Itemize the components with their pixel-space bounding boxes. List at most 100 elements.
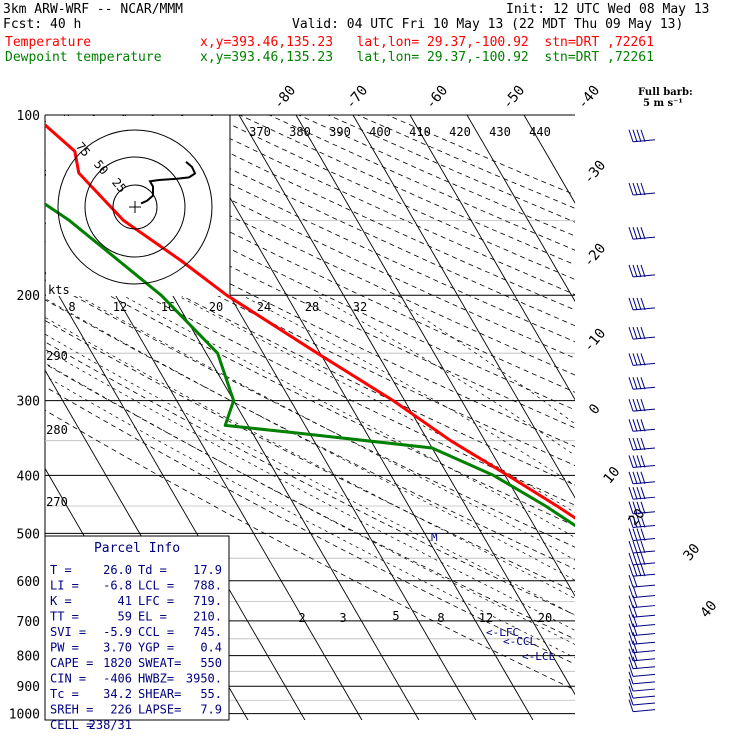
parcel-label: LI = <box>50 579 79 593</box>
theta-label: 420 <box>449 125 471 139</box>
wind-barb <box>628 552 656 566</box>
parcel-label: SVI = <box>50 625 86 639</box>
parcel-info-box <box>44 535 230 721</box>
wind-barb <box>628 501 656 515</box>
parcel-value: 3950. <box>186 672 222 686</box>
mixing-ratio-label: 16 <box>161 300 175 314</box>
wind-barb <box>628 540 656 554</box>
theta-label: 440 <box>529 125 551 139</box>
wind-barb <box>628 471 656 485</box>
isotherm-label: 0 <box>586 401 604 418</box>
parcel-label: SWEAT= <box>138 656 181 670</box>
isotherm-label: -10 <box>581 326 610 356</box>
parcel-info-title: Parcel Info <box>94 541 180 556</box>
hodograph-box <box>46 116 230 296</box>
dewpoint-line <box>45 202 575 528</box>
pressure-tick-600: 600 <box>17 575 40 590</box>
wind-barb <box>628 574 656 588</box>
level-marker: <-CCL <box>503 635 536 648</box>
parcel-value: 17.9 <box>193 563 222 577</box>
wind-barb <box>628 685 656 699</box>
pressure-tick-400: 400 <box>17 469 40 484</box>
wind-barb <box>628 353 656 366</box>
wind-barb <box>628 671 656 685</box>
parcel-label: CIN = <box>50 672 86 686</box>
mixing-ratio-label: 24 <box>257 300 271 314</box>
wind-barb <box>628 528 656 542</box>
parcel-value: 0.4 <box>200 641 222 655</box>
mixing-ratio-label: 8 <box>437 611 444 625</box>
wind-barb <box>628 640 656 654</box>
isotherm-label: -30 <box>581 158 610 188</box>
parcel-label: LFC = <box>138 594 174 608</box>
pressure-tick-300: 300 <box>17 395 40 410</box>
wind-barb <box>628 692 656 706</box>
parcel-value: 34.2 <box>103 687 132 701</box>
parcel-label: YGP = <box>138 641 174 655</box>
parcel-value: 719. <box>193 594 222 608</box>
parcel-value: 55. <box>200 687 222 701</box>
wind-barb <box>628 377 656 390</box>
wind-barb <box>628 648 656 662</box>
mixing-ratio-label: 32 <box>353 300 367 314</box>
temperature-location: x,y=393.46,135.23 lat,lon= 29.37,-100.92… <box>200 35 654 50</box>
wind-barb <box>628 656 656 670</box>
isotherm-label: 20 <box>625 506 648 529</box>
parcel-label: LAPSE= <box>138 703 181 717</box>
hodograph-ring <box>112 184 158 230</box>
mixing-ratio-label: 20 <box>538 611 552 625</box>
wind-barb <box>628 419 656 432</box>
dry-adiabats <box>45 115 575 691</box>
parcel-label: Tc = <box>50 687 79 701</box>
parcel-value: 788. <box>193 579 222 593</box>
mixing-ratio-lines <box>595 581 740 726</box>
hodograph-units-label: kts <box>48 283 70 297</box>
isotherm-label: 10 <box>600 464 623 487</box>
wind-barb <box>628 297 656 311</box>
pressure-tick-800: 800 <box>17 650 40 665</box>
barb-legend-units: 5 m s⁻¹ <box>643 98 683 109</box>
parcel-label: PW = <box>50 641 79 655</box>
parcel-value: -406 <box>103 672 132 686</box>
marker-m: M <box>431 531 438 544</box>
wind-barb <box>628 455 656 468</box>
isotherm-label: -70 <box>343 83 372 113</box>
parcel-value: 226 <box>110 703 132 717</box>
isotherm-label: -50 <box>500 83 529 113</box>
moist-adiabats <box>45 294 575 659</box>
parcel-label: SREH = <box>50 703 93 717</box>
model-title: 3km ARW-WRF -- NCAR/MMM <box>3 2 184 17</box>
theta-label: 370 <box>249 125 271 139</box>
parcel-label: CELL = <box>50 718 93 732</box>
isotherm-label: 40 <box>697 598 720 621</box>
wind-barb <box>628 227 656 240</box>
dewpoint-legend-label: Dewpoint temperature <box>5 50 162 65</box>
mixing-ratio-label: 12 <box>113 300 127 314</box>
init-time: Init: 12 UTC Wed 08 May 13 <box>506 2 710 17</box>
parcel-value: -6.8 <box>103 579 132 593</box>
parcel-label: HWBZ= <box>138 672 174 686</box>
parcel-label: CAPE = <box>50 656 93 670</box>
theta-e-label: 290 <box>46 349 68 363</box>
wind-barb <box>628 264 656 278</box>
parcel-value: 41 <box>118 594 132 608</box>
mixing-ratio-label: 3 <box>339 611 346 625</box>
theta-label: 430 <box>489 125 511 139</box>
parcel-value: 3.70 <box>103 641 132 655</box>
pressure-tick-500: 500 <box>17 527 40 542</box>
wind-barb <box>628 182 656 196</box>
parcel-label: T = <box>50 563 72 577</box>
theta-label: 390 <box>329 125 351 139</box>
parcel-value: 745. <box>193 625 222 639</box>
pressure-tick-100: 100 <box>17 109 40 124</box>
mixing-ratio-label: 20 <box>209 300 223 314</box>
parcel-label: Td = <box>138 563 167 577</box>
wind-barb <box>628 632 656 645</box>
wind-barb <box>628 564 656 577</box>
wind-barb <box>628 664 656 677</box>
forecast-hours: 40 h <box>50 17 82 32</box>
pressure-tick-700: 700 <box>17 615 40 630</box>
level-marker: <-LFC <box>486 626 519 639</box>
wind-barb <box>628 129 656 143</box>
mixing-ratio-label: 8 <box>68 300 75 314</box>
